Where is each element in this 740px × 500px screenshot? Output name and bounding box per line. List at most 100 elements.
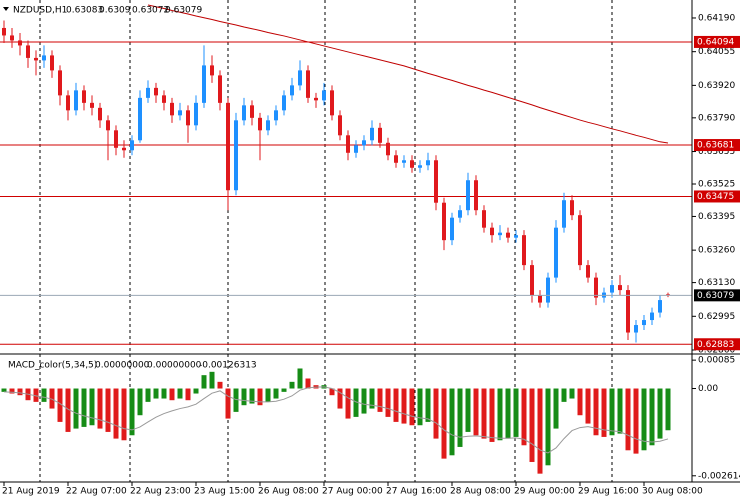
macd-bar bbox=[353, 388, 359, 417]
candle-body bbox=[74, 90, 78, 111]
moving-average bbox=[147, 4, 669, 144]
candle-body bbox=[58, 70, 62, 96]
candle-body bbox=[194, 102, 198, 126]
macd-bar bbox=[433, 388, 439, 439]
macd-bar bbox=[457, 388, 463, 447]
macd-bar bbox=[145, 388, 151, 402]
candle-body bbox=[362, 140, 366, 146]
level-label-bg bbox=[694, 139, 740, 152]
macd-signal bbox=[3, 386, 669, 454]
candle-body bbox=[170, 102, 174, 116]
macd-bar bbox=[41, 388, 47, 402]
candle-body bbox=[218, 75, 222, 103]
candle-body bbox=[306, 70, 310, 98]
candle-body bbox=[154, 87, 158, 96]
macd-bar bbox=[177, 388, 183, 399]
macd-bar bbox=[417, 388, 423, 426]
candle-body bbox=[258, 117, 262, 131]
ohlc-low: 0.63072 bbox=[132, 6, 169, 16]
candle-body bbox=[634, 325, 638, 333]
macd-bar bbox=[105, 388, 111, 432]
macd-bar bbox=[473, 388, 479, 436]
candle-body bbox=[554, 227, 558, 278]
candle-body bbox=[82, 90, 86, 103]
macd-bar bbox=[113, 388, 119, 439]
macd-bar bbox=[137, 388, 143, 416]
candle-body bbox=[458, 210, 462, 218]
x-tick-label: 23 Aug 15:00 bbox=[194, 487, 255, 497]
candle-body bbox=[546, 277, 550, 303]
macd-bar bbox=[169, 388, 175, 401]
candle-body bbox=[242, 105, 246, 121]
macd-bar bbox=[281, 388, 287, 392]
ohlc-open: 0.63083 bbox=[66, 6, 103, 16]
x-tick-label: 27 Aug 16:00 bbox=[386, 487, 447, 497]
ohlc-close: 0.63079 bbox=[165, 6, 202, 16]
candle-body bbox=[122, 147, 126, 151]
candle-body bbox=[434, 160, 438, 203]
macd-bar bbox=[489, 388, 495, 442]
x-tick-label: 29 Aug 16:00 bbox=[578, 487, 639, 497]
y-tick-label: 0.62860 bbox=[698, 346, 735, 356]
macd-bar bbox=[401, 388, 407, 424]
x-tick-label: 30 Aug 08:00 bbox=[642, 487, 703, 497]
candle-body bbox=[226, 102, 230, 191]
y-tick-label: 0.63260 bbox=[698, 246, 735, 256]
candle-body bbox=[482, 210, 486, 228]
macd-bar bbox=[385, 388, 391, 417]
candle-body bbox=[530, 265, 534, 296]
macd-bar bbox=[33, 388, 39, 402]
candle-body bbox=[514, 235, 518, 238]
macd-bar bbox=[441, 388, 447, 459]
macd-bar bbox=[593, 388, 599, 436]
macd-bar bbox=[625, 388, 631, 451]
macd-bar bbox=[425, 388, 431, 422]
macd-bar bbox=[585, 388, 591, 424]
macd-bar bbox=[337, 388, 343, 409]
candle-body bbox=[570, 200, 574, 216]
candle-body bbox=[50, 55, 54, 71]
macd-bar bbox=[193, 388, 199, 394]
macd-bar bbox=[529, 388, 535, 462]
macd-bar bbox=[9, 388, 15, 394]
macd-bar bbox=[249, 388, 255, 404]
macd-bar bbox=[241, 388, 247, 406]
candle-body bbox=[34, 57, 38, 61]
macd-bar bbox=[545, 388, 551, 466]
candle-body bbox=[18, 40, 22, 46]
macd-bar bbox=[393, 388, 399, 422]
macd-bar bbox=[297, 368, 303, 389]
candle-body bbox=[266, 120, 270, 131]
macd-bar bbox=[225, 388, 231, 419]
plot-layer bbox=[0, 4, 692, 474]
candle-body bbox=[66, 95, 70, 111]
macd-bar bbox=[17, 388, 23, 396]
candle-body bbox=[442, 202, 446, 241]
candle-body bbox=[178, 110, 182, 116]
candle-body bbox=[282, 95, 286, 111]
candle-body bbox=[642, 320, 646, 326]
macd-bar bbox=[305, 378, 311, 389]
level-label: 0.63681 bbox=[697, 141, 734, 151]
macd-bar bbox=[505, 388, 511, 439]
candle-body bbox=[490, 227, 494, 236]
candle-body bbox=[450, 217, 454, 241]
y-tick-label: 0.63655 bbox=[698, 147, 735, 157]
candle-body bbox=[594, 277, 598, 298]
macd-bar bbox=[609, 388, 615, 436]
candle-body bbox=[330, 90, 334, 116]
symbol-menu-arrow[interactable] bbox=[3, 7, 9, 11]
candle-body bbox=[402, 160, 406, 163]
x-tick-label: 22 Aug 07:00 bbox=[66, 487, 127, 497]
candle-body bbox=[586, 265, 590, 278]
macd-y-tick-label: 0.00 bbox=[698, 384, 718, 394]
candle-body bbox=[522, 235, 526, 266]
candle-body bbox=[290, 85, 294, 96]
level-label: 0.63475 bbox=[697, 192, 734, 202]
ohlc-high: 0.6309 bbox=[99, 6, 131, 16]
macd-bar bbox=[57, 388, 63, 422]
macd-readout: 0.00000000 bbox=[147, 361, 202, 371]
macd-bar bbox=[121, 388, 127, 441]
macd-bar bbox=[361, 388, 367, 414]
